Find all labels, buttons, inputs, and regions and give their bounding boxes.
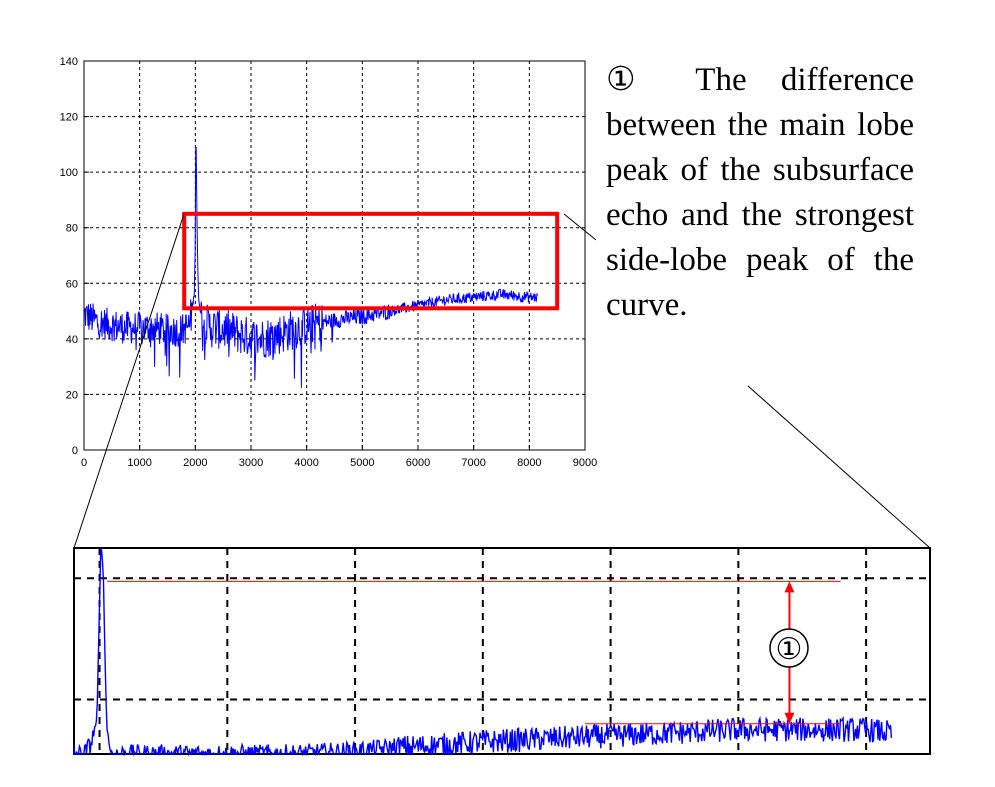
top-chart-y-tick-label: 40: [66, 334, 78, 346]
top-chart-y-tick-label: 100: [60, 167, 78, 179]
top-chart-x-tick-label: 8000: [517, 457, 541, 469]
zoom-chart-series-line: [73, 547, 893, 757]
top-chart-highlight-box: [182, 211, 560, 311]
top-chart-x-tick-label: 1000: [127, 457, 151, 469]
top-chart-y-tick-label: 60: [66, 278, 78, 290]
top-chart-y-tick-label: 80: [66, 223, 78, 235]
zoom-connector-left: [73, 213, 185, 549]
difference-arrow-head-bottom: [784, 712, 795, 724]
top-chart-x-tick-label: 7000: [461, 457, 485, 469]
top-chart-x-tick-label: 9000: [573, 457, 597, 469]
top-chart-x-tick-label: 4000: [294, 457, 318, 469]
difference-marker-label: ①: [776, 633, 803, 666]
top-chart-x-tick-label: 6000: [406, 457, 430, 469]
top-chart-x-tick-label: 0: [81, 457, 87, 469]
top-chart-series-line: [83, 146, 538, 388]
zoom-connector-lines: [73, 213, 931, 549]
top-chart-plot-area: [83, 60, 586, 451]
zoom-chart-grid: [74, 548, 930, 754]
difference-marker-circle: [769, 628, 809, 668]
top-chart-ticks: 0 1000 2000 3000 4000 5000 6000 7000 8000 9000 0 20…: [60, 56, 598, 469]
difference-arrow-head-top: [784, 581, 795, 593]
zoom-connector-right-top: [563, 213, 597, 241]
annotation-text: ① The difference between the main lobe p…: [606, 62, 914, 323]
top-chart: 0 1000 2000 3000 4000 5000 6000 7000 8000 9000 0 20…: [60, 56, 598, 469]
top-chart-x-tick-label: 2000: [183, 457, 207, 469]
top-chart-x-tick-label: 3000: [239, 457, 263, 469]
zoom-connector-right-bottom: [747, 385, 931, 549]
top-chart-y-tick-label: 20: [66, 389, 78, 401]
top-chart-y-tick-label: 0: [72, 445, 78, 457]
top-chart-y-tick-label: 140: [60, 56, 78, 68]
top-chart-y-tick-label: 120: [60, 112, 78, 124]
top-chart-x-tick-label: 5000: [350, 457, 374, 469]
zoom-chart: ①: [73, 547, 931, 757]
